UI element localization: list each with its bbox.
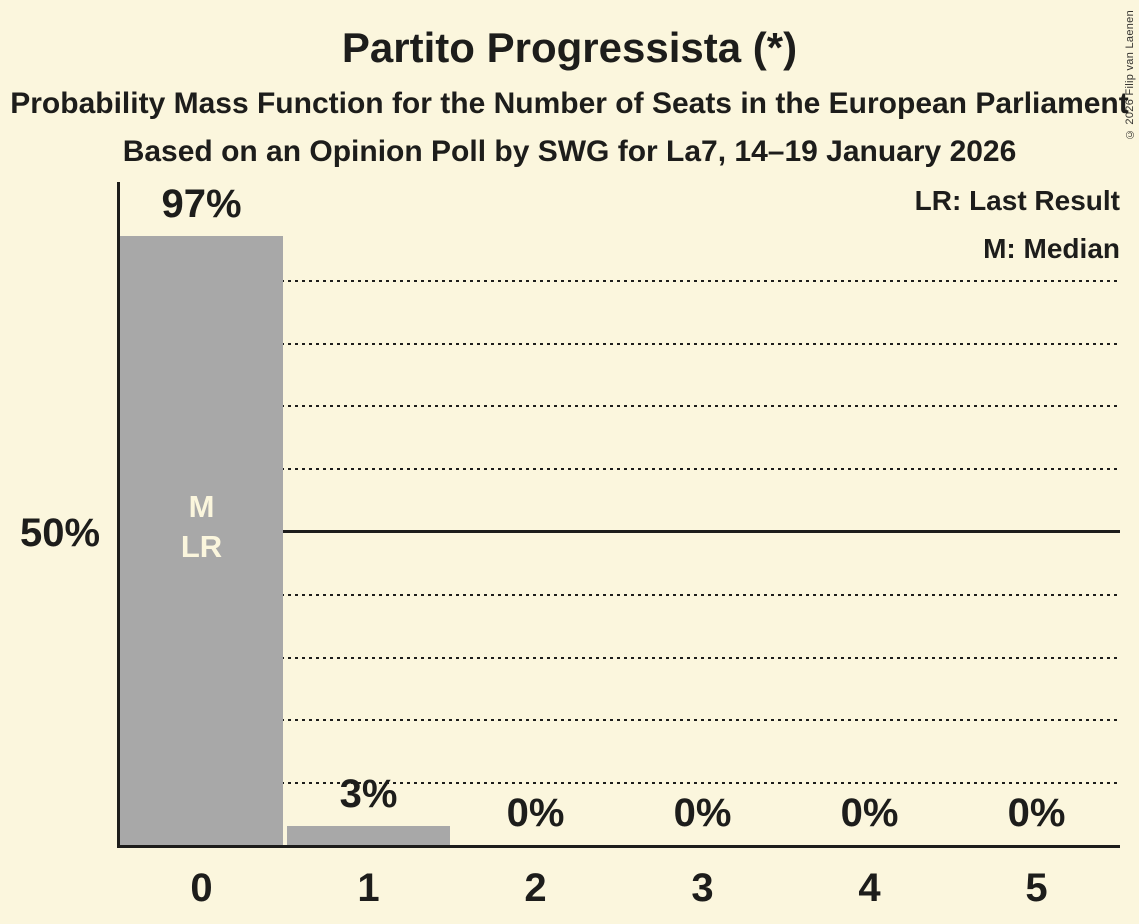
value-label-seats-4: 0% <box>840 791 899 835</box>
x-tick-label-1: 1 <box>357 866 380 910</box>
gridline-dotted-80-percent <box>120 342 1120 345</box>
annotation-line-lr: LR <box>180 529 223 564</box>
gridline-dotted-90-percent <box>120 279 1120 282</box>
value-label-seats-1: 3% <box>339 772 398 816</box>
bar-seats-1 <box>287 826 450 845</box>
x-tick-label-4: 4 <box>858 866 881 910</box>
x-tick-label-5: 5 <box>1025 866 1048 910</box>
gridline-dotted-30-percent <box>120 656 1120 659</box>
gridline-dotted-60-percent <box>120 468 1120 471</box>
x-axis-line <box>117 845 1120 848</box>
bar-seats-0 <box>120 236 283 845</box>
gridline-dotted-70-percent <box>120 405 1120 408</box>
chart-poll-info: Based on an Opinion Poll by SWG for La7,… <box>122 135 1017 168</box>
chart-title: Partito Progressista (*) <box>341 24 798 71</box>
value-label-seats-3: 0% <box>673 791 732 835</box>
value-label-seats-2: 0% <box>506 791 565 835</box>
x-tick-label-0: 0 <box>190 866 213 910</box>
gridline-dotted-10-percent <box>120 782 1120 785</box>
x-tick-label-3: 3 <box>691 866 714 910</box>
gridline-dotted-20-percent <box>120 719 1120 722</box>
annotation-line-m: M <box>188 489 215 524</box>
chart-subtitle: Probability Mass Function for the Number… <box>10 87 1129 120</box>
plot-area: 97% 0 3% 1 0% 2 0% 3 0% 4 0% 5 M LR <box>117 182 1120 908</box>
gridline-solid-50-percent <box>120 530 1120 533</box>
y-axis-label-50-percent: 50% <box>20 511 101 555</box>
legend-last-result: LR: Last Result <box>914 185 1120 216</box>
x-tick-label-2: 2 <box>524 866 547 910</box>
legend-median: M: Median <box>983 233 1120 264</box>
bar-annotation-median-last-result: M LR <box>120 487 283 567</box>
value-label-seats-5: 0% <box>1007 791 1066 835</box>
y-axis-line <box>117 182 120 848</box>
gridline-dotted-40-percent <box>120 593 1120 596</box>
value-label-seats-0: 97% <box>161 182 242 226</box>
